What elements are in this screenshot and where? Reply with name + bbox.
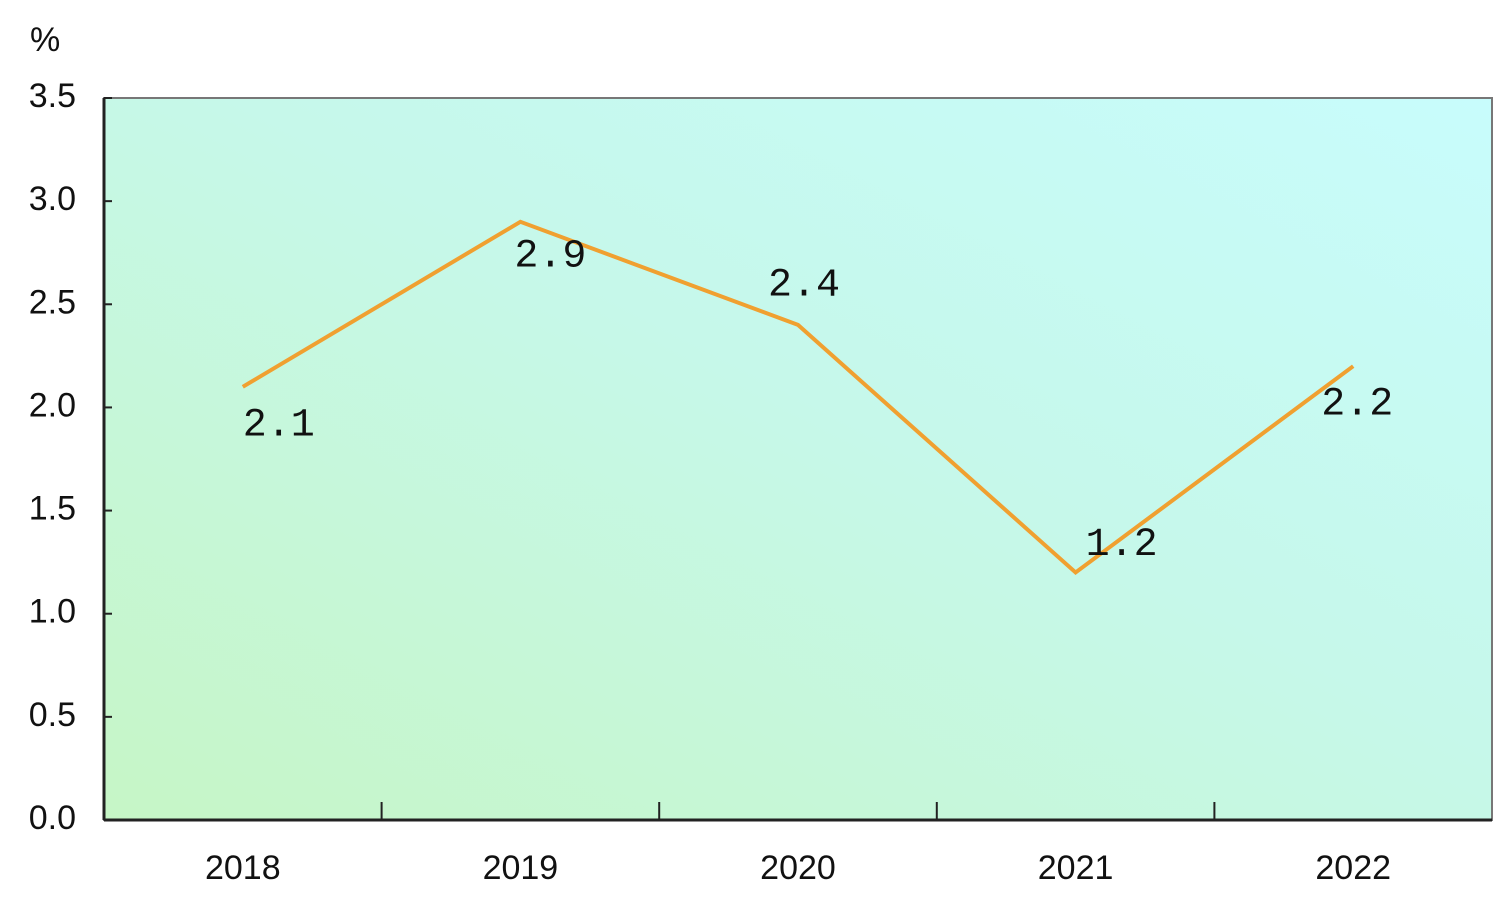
data-label: 1.2 [1086,523,1158,568]
y-tick-label: 2.5 [29,283,76,321]
x-tick-label: 2020 [760,849,836,887]
x-tick-label: 2019 [483,849,559,887]
y-tick-label: 2.0 [29,386,76,424]
y-tick-label: 1.0 [29,593,76,631]
data-label: 2.4 [768,263,840,308]
data-label: 2.2 [1321,383,1393,428]
x-tick-label: 2021 [1038,849,1114,887]
y-tick-label: 0.5 [29,696,76,734]
x-tick-label: 2018 [205,849,281,887]
x-tick-label: 2022 [1315,849,1391,887]
y-tick-label: 1.5 [29,490,76,528]
data-label: 2.9 [514,234,586,279]
y-axis-label: % [30,21,60,59]
y-tick-label: 3.5 [29,77,76,115]
data-label: 2.1 [243,403,315,448]
y-tick-label: 0.0 [29,799,76,837]
plot-area [103,97,1493,821]
y-tick-label: 3.0 [29,180,76,218]
line [241,219,1355,576]
